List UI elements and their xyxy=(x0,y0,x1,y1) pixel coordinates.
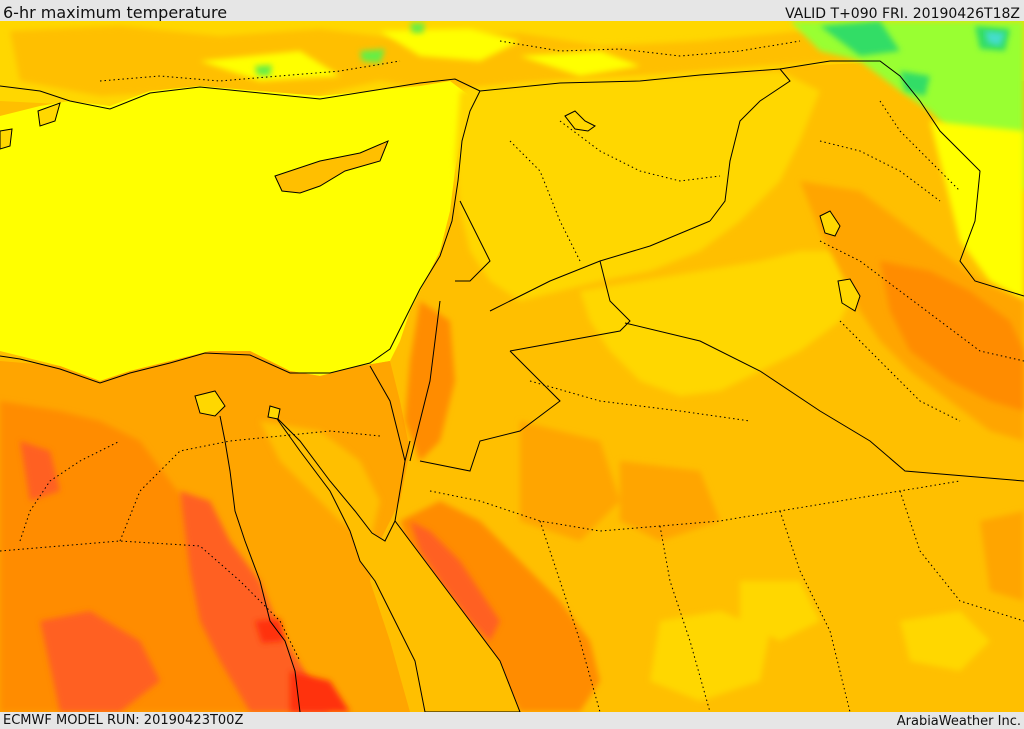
hejaz-red-orange xyxy=(410,521,500,641)
valid-time: VALID T+090 FRI. 20190426T18Z xyxy=(785,6,1020,22)
egypt-red-orange xyxy=(20,441,330,712)
iraq-dark-orange xyxy=(880,261,1024,411)
mediterranean-coastline xyxy=(0,90,481,384)
provider-credit: ArabiaWeather Inc. xyxy=(896,714,1021,729)
nile-river xyxy=(219,415,301,712)
saudi-orange-patches xyxy=(520,421,1024,601)
model-run: ECMWF MODEL RUN: 20190423T00Z xyxy=(3,713,244,728)
nile-delta-lakes xyxy=(194,390,281,420)
saudi-yellow-patches xyxy=(650,581,990,701)
country-borders xyxy=(369,60,1024,482)
egypt-red-core xyxy=(255,619,350,712)
gulf-of-aqaba xyxy=(394,440,411,522)
north-yellow-patches xyxy=(200,29,640,81)
cyprus-island xyxy=(274,140,389,194)
map-canvas xyxy=(0,21,1024,712)
levant-warm-yellow xyxy=(455,71,820,301)
iraq-lakes xyxy=(819,210,861,312)
product-title: 6-hr maximum temperature xyxy=(3,3,228,22)
ne-yellow-fringe xyxy=(930,121,1024,301)
island-fragments xyxy=(0,102,61,150)
ne-cool-green-spots xyxy=(820,21,1010,96)
province-boundaries xyxy=(0,40,1024,712)
north-arabia-warm-yellow xyxy=(580,251,860,396)
header-bar: 6-hr maximum temperature VALID T+090 FRI… xyxy=(0,0,1024,22)
footer-bar: ECMWF MODEL RUN: 20190423T00Z ArabiaWeat… xyxy=(0,712,1024,729)
north-gold-band xyxy=(10,26,880,99)
ne-cyan-spot xyxy=(985,31,1005,46)
mediterranean-sea xyxy=(0,81,470,381)
turkey-coastline xyxy=(0,78,481,110)
ne-green-cold-area xyxy=(790,21,1024,191)
gulf-of-suez xyxy=(274,415,521,712)
lake-assad xyxy=(564,110,596,132)
temperature-map[interactable] xyxy=(0,21,1024,712)
